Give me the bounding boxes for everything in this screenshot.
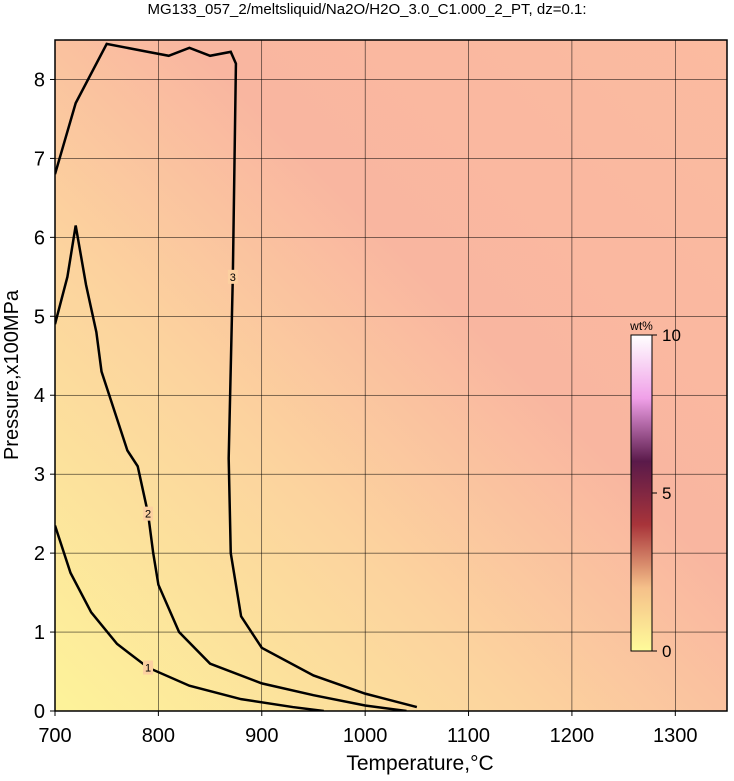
contour-line xyxy=(55,42,418,709)
contour-label-bg xyxy=(143,506,154,521)
y-tick-label: 0 xyxy=(34,701,45,723)
x-tick-label: 1000 xyxy=(343,725,388,747)
plot-frame xyxy=(54,39,728,712)
x-axis-label: Temperature,°C xyxy=(346,752,493,775)
y-axis-label: Pressure,x100MPa xyxy=(1,289,23,460)
y-tick-label: 8 xyxy=(34,69,45,91)
colorbar-tick-label: 5 xyxy=(662,484,671,503)
contours: 1 2 3 xyxy=(55,42,418,711)
colorbar-tick-label: 0 xyxy=(662,642,671,661)
y-tick-label: 7 xyxy=(34,148,45,170)
y-tick-label: 2 xyxy=(34,543,45,565)
y-tick-label: 5 xyxy=(34,306,45,328)
y-tick-label: 1 xyxy=(34,622,45,644)
chart-title: MG133_057_2/meltsliquid/Na2O/H2O_3.0_C1.… xyxy=(147,1,586,18)
contour-label-bg xyxy=(143,660,154,675)
y-tick-label: 6 xyxy=(34,227,45,249)
contour-label: 2 xyxy=(145,509,151,521)
grid xyxy=(54,40,727,712)
x-tick-label: 900 xyxy=(245,725,278,747)
x-tick-label: 800 xyxy=(142,725,175,747)
colorbar-tick-label: 10 xyxy=(662,326,681,345)
contour-label: 3 xyxy=(230,272,236,284)
plot-background xyxy=(55,40,727,711)
y-tick-label: 4 xyxy=(34,385,45,407)
x-tick-label: 1200 xyxy=(550,725,595,747)
y-tick-label: 3 xyxy=(34,464,45,486)
colorbar xyxy=(630,334,653,652)
colorbar-label: wt% xyxy=(629,319,653,333)
x-tick-label: 700 xyxy=(38,725,71,747)
contour-label-bg xyxy=(227,269,238,284)
x-tick-label: 1100 xyxy=(447,725,490,747)
x-tick-label: 1300 xyxy=(653,725,698,747)
contour-line xyxy=(55,225,407,711)
contour-label: 1 xyxy=(145,663,151,675)
